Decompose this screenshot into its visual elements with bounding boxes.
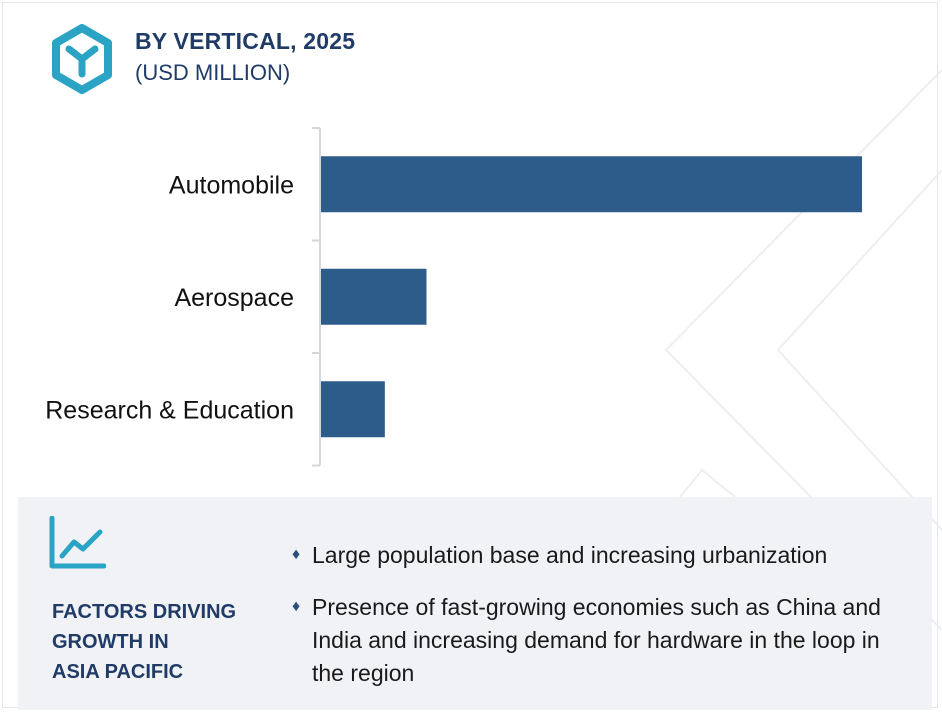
trend-line-icon [49, 516, 106, 569]
category-label: Automobile [169, 171, 294, 199]
bar-automobile [321, 156, 862, 213]
category-label: Research & Education [45, 396, 294, 424]
factors-title-line: FACTORS DRIVING [52, 601, 237, 623]
bar-aerospace [321, 268, 427, 325]
factors-title-line: GROWTH IN [52, 631, 169, 653]
factor-text: Presence of fast-growing economies such … [312, 594, 881, 686]
bar-chart: Automobile Aerospace Research & Education [45, 127, 862, 467]
factor-bullet: ♦ Presence of fast-growing economies suc… [292, 591, 902, 690]
factors-panel [18, 497, 932, 710]
factors-title: FACTORS DRIVING GROWTH IN ASIA PACIFIC [52, 597, 282, 687]
diamond-bullet-icon: ♦ [292, 598, 301, 615]
factor-bullet: ♦ Large population base and increasing u… [292, 539, 902, 572]
category-label: Aerospace [174, 284, 294, 312]
factors-title-line: ASIA PACIFIC [52, 661, 184, 683]
chart-subtitle: (USD MILLION) [135, 60, 291, 85]
factor-text: Large population base and increasing urb… [312, 542, 828, 568]
cube-logo-icon [52, 24, 112, 94]
diamond-bullet-icon: ♦ [292, 546, 301, 563]
bar-research-education [321, 381, 385, 438]
chart-title: BY VERTICAL, 2025 [135, 28, 356, 54]
